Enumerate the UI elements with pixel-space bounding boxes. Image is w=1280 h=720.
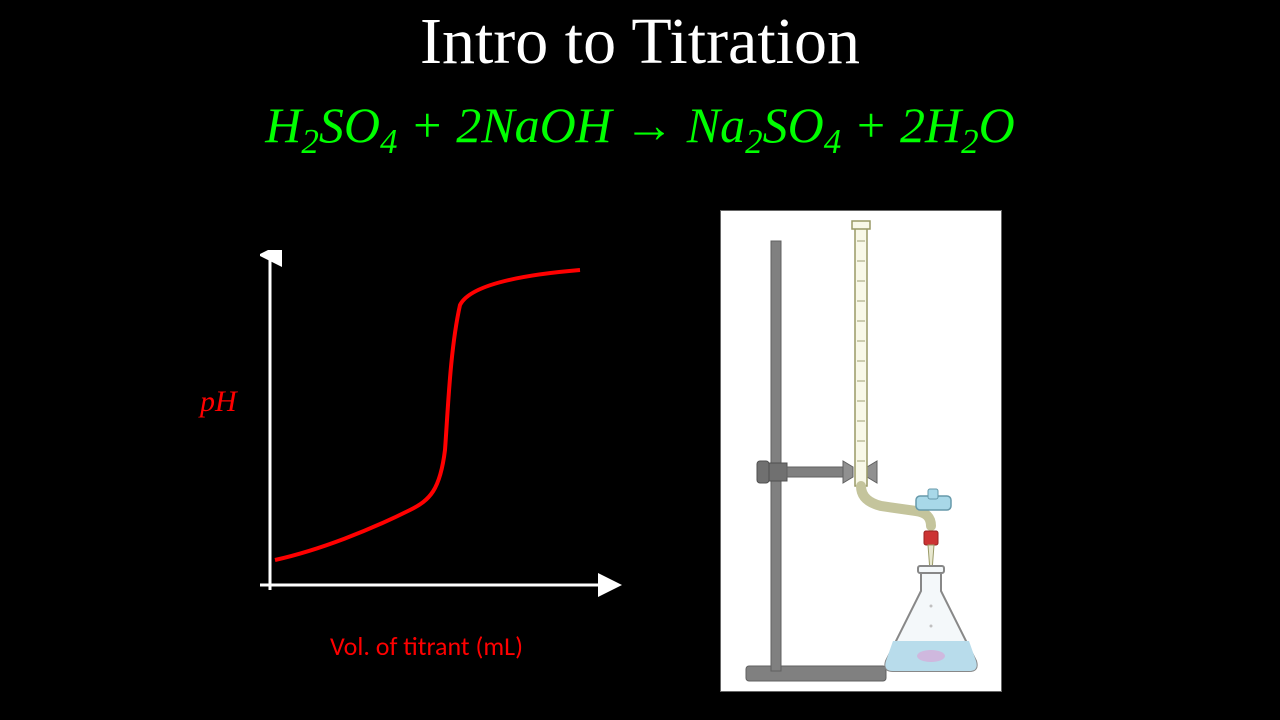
clamp-knob xyxy=(757,461,769,483)
eq-part: H xyxy=(265,97,301,153)
y-axis-label: pH xyxy=(200,385,237,419)
flask-rim xyxy=(918,566,944,573)
eq-part: + 2NaOH → Na xyxy=(397,97,745,153)
burette-top xyxy=(852,221,870,229)
page-title: Intro to Titration xyxy=(0,4,1280,80)
eq-sub: 2 xyxy=(745,122,763,161)
stand-base xyxy=(746,666,886,681)
titration-curve-chart: pH Vol. of titrant (mL) xyxy=(200,240,630,680)
indicator-spot xyxy=(917,650,945,662)
titration-curve xyxy=(275,270,580,560)
eq-sub: 4 xyxy=(380,122,398,161)
eq-sub: 4 xyxy=(824,122,842,161)
clamp-body xyxy=(769,463,787,481)
stopcock-handle-top xyxy=(928,489,938,499)
stopcock-collar xyxy=(924,531,938,545)
clamp-arm xyxy=(787,467,847,477)
eq-sub: 2 xyxy=(961,122,979,161)
drop xyxy=(930,605,933,608)
burette-tube xyxy=(855,226,867,486)
eq-part: SO xyxy=(319,97,380,153)
eq-part: SO xyxy=(763,97,824,153)
eq-part: + 2H xyxy=(841,97,961,153)
eq-sub: 2 xyxy=(301,122,319,161)
clamp-grip-right xyxy=(867,461,877,483)
eq-part: O xyxy=(979,97,1015,153)
x-axis-label: Vol. of titrant (mL) xyxy=(330,630,523,662)
chemical-equation: H2SO4 + 2NaOH → Na2SO4 + 2H2O xyxy=(0,96,1280,162)
titration-apparatus xyxy=(720,210,1002,692)
stand-rod xyxy=(771,241,781,671)
clamp-grip-left xyxy=(843,461,853,483)
chart-svg xyxy=(260,250,640,630)
apparatus-svg xyxy=(721,211,1001,691)
drop xyxy=(930,625,933,628)
